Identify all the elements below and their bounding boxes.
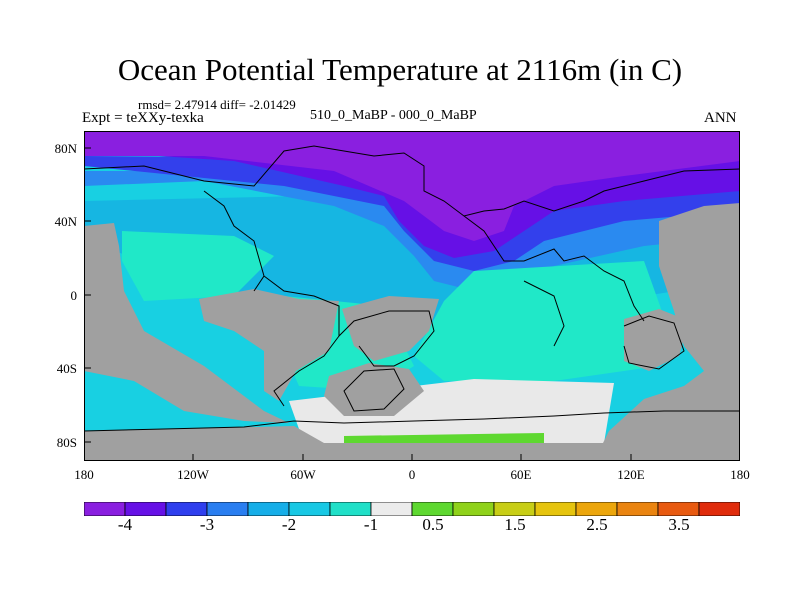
colorbar-swatch (84, 502, 126, 516)
stats-label: rmsd= 2.47914 diff= -2.01429 (138, 97, 296, 112)
land-antarctica-west (84, 426, 324, 461)
colorbar-swatch (124, 502, 167, 516)
colorbar-swatch (165, 502, 208, 516)
colorbar-label: -4 (117, 515, 133, 534)
colorbar-swatch (698, 502, 740, 516)
land-asia-east (594, 203, 740, 461)
land-south-america (199, 289, 339, 401)
temperature-map (84, 131, 740, 461)
lon-label-180e: 180 (730, 467, 750, 482)
land (84, 203, 740, 461)
land-africa (342, 296, 439, 361)
lat-tick-marks (84, 147, 91, 443)
colorbar-swatch (452, 502, 495, 516)
lat-label-80n: 80N (54, 141, 77, 156)
colorbar-swatch (370, 502, 413, 516)
lon-tick-marks (192, 454, 632, 461)
colorbar-swatch (534, 502, 577, 516)
lon-label-60e: 60E (510, 467, 532, 482)
field-aqua-pacific (122, 231, 274, 301)
lat-label-80s: 80S (56, 435, 77, 450)
land-antarctic-peninsula (324, 363, 424, 416)
colorbar-label: 2.5 (586, 515, 608, 534)
experiment-label: Expt = teXXy-texka (82, 110, 204, 126)
colorbar-swatch (616, 502, 659, 516)
colorbar-label: 1.5 (504, 515, 526, 534)
map-title: Ocean Potential Temperature at 2116m (in… (117, 52, 683, 87)
colorbar (84, 502, 740, 516)
lon-label-60w: 60W (290, 467, 316, 482)
colorbar-swatch (247, 502, 290, 516)
lat-label-40s: 40S (56, 361, 77, 376)
colorbar-label: 3.5 (668, 515, 690, 534)
colorbar-swatch (493, 502, 536, 516)
colorbar-label: 0.5 (422, 515, 444, 534)
lon-label-120w: 120W (177, 467, 209, 482)
land-antarctica-rim (304, 443, 604, 461)
colorbar-swatch (329, 502, 372, 516)
colorbar-swatch (206, 502, 249, 516)
colorbar-swatch (657, 502, 700, 516)
field-coast-band (344, 433, 544, 443)
season-label: ANN (704, 110, 737, 126)
land-north-america (84, 223, 289, 423)
colorbar-swatch (288, 502, 331, 516)
land-australia (624, 309, 689, 371)
case-label: 510_0_MaBP - 000_0_MaBP (310, 108, 477, 123)
colorbar-label: -1 (363, 515, 379, 534)
colorbar-label: -2 (281, 515, 297, 534)
coastlines (84, 145, 740, 432)
lat-label-0: 0 (70, 288, 78, 303)
lon-label-180w: 180 (74, 467, 94, 482)
colorbar-label: -3 (199, 515, 215, 534)
colorbar-swatch (411, 502, 454, 516)
field-arctic (84, 131, 740, 241)
colorbar-swatch (575, 502, 618, 516)
lat-label-40n: 40N (54, 214, 77, 229)
lon-label-0: 0 (408, 467, 416, 482)
field-aqua-indian (414, 261, 669, 381)
lon-label-120e: 120E (617, 467, 645, 482)
